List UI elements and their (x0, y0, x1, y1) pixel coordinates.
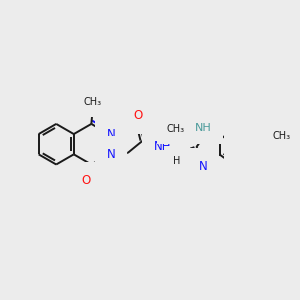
Text: NH: NH (195, 123, 212, 133)
Text: N: N (107, 128, 116, 141)
Text: CH₃: CH₃ (272, 130, 290, 140)
Text: O: O (133, 110, 142, 122)
Text: N: N (199, 160, 208, 172)
Text: O: O (81, 174, 90, 187)
Text: NH: NH (154, 140, 171, 153)
Text: CH₃: CH₃ (167, 124, 184, 134)
Text: CH₃: CH₃ (84, 97, 102, 107)
Text: H: H (173, 156, 181, 166)
Text: N: N (107, 148, 116, 161)
